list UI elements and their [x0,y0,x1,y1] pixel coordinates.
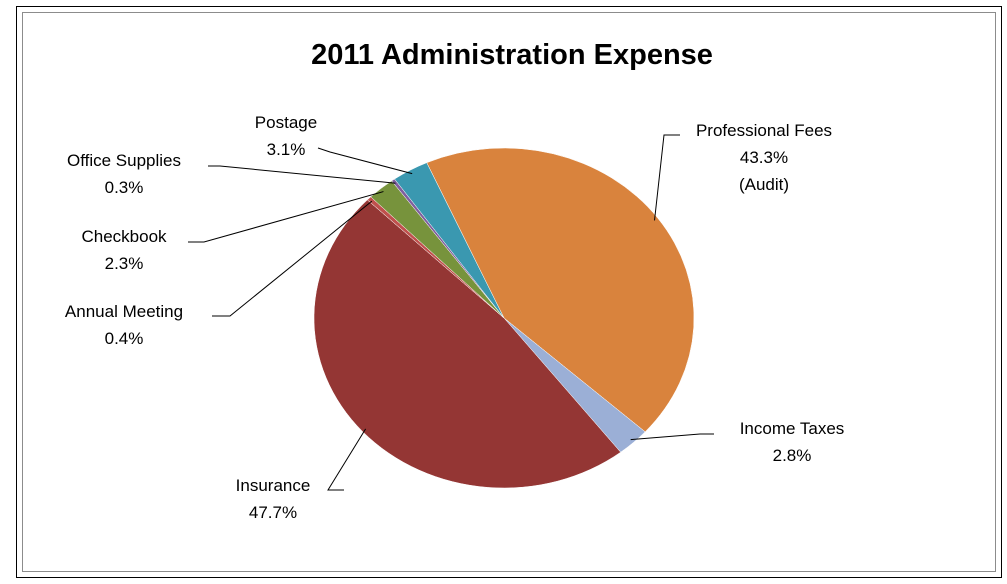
pie-slice-postage [394,162,505,319]
label-insurance: Insurance 47.7% [236,476,311,522]
label-income-taxes: Income Taxes 2.8% [740,419,845,465]
leader-line-insurance [327,428,367,491]
label-annual-meeting: Annual Meeting 0.4% [65,302,183,348]
label-income-taxes-name: Income Taxes [740,419,845,438]
label-professional-fees-note: (Audit) [739,175,789,194]
leader-lines [188,134,714,491]
leader-line-checkbook [188,191,384,243]
label-checkbook-value: 2.3% [105,254,144,273]
leader-line-professional-fees [654,134,680,221]
label-annual-meeting-value: 0.4% [105,329,144,348]
leader-line-postage [317,147,413,175]
leader-line-annual-meeting [212,200,373,317]
label-insurance-name: Insurance [236,476,311,495]
pie-slices [313,147,695,489]
label-office-supplies-name: Office Supplies [67,151,181,170]
label-income-taxes-value: 2.8% [773,446,812,465]
label-professional-fees-value: 43.3% [740,148,788,167]
label-insurance-value: 47.7% [249,503,297,522]
leader-line-office-supplies [208,165,396,184]
chart-title: 2011 Administration Expense [311,39,713,71]
pie-slice-insurance [313,199,622,489]
leader-line-income-taxes [630,433,714,441]
label-annual-meeting-name: Annual Meeting [65,302,183,321]
label-professional-fees: Professional Fees 43.3% (Audit) [696,121,832,194]
pie-slice-professional-fees [426,147,695,433]
label-checkbook: Checkbook 2.3% [81,227,167,273]
label-office-supplies-value: 0.3% [105,178,144,197]
label-postage-value: 3.1% [267,140,306,159]
label-checkbook-name: Checkbook [81,227,167,246]
label-office-supplies: Office Supplies 0.3% [67,151,181,197]
label-postage: Postage 3.1% [255,113,317,159]
chart-area [22,12,996,572]
label-postage-name: Postage [255,113,317,132]
label-professional-fees-name: Professional Fees [696,121,832,140]
